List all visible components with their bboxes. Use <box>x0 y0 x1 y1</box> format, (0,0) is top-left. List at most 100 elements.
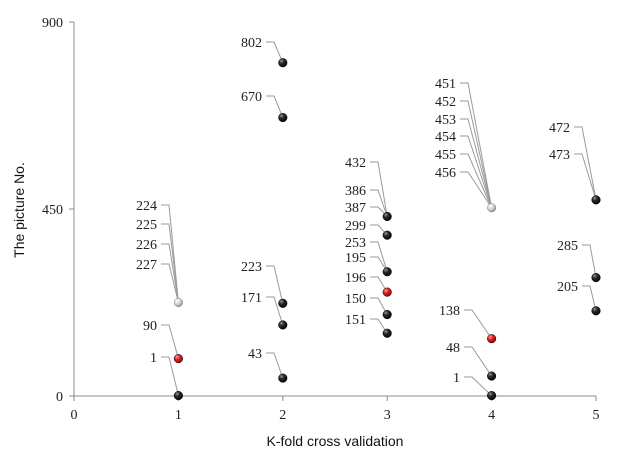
label-leader-line <box>370 224 388 236</box>
x-tick-label: 3 <box>384 408 391 423</box>
point-label: 386 <box>345 184 366 199</box>
data-point <box>382 230 392 240</box>
label-leader-line <box>370 256 388 273</box>
point-label: 171 <box>241 291 262 306</box>
data-point <box>487 391 497 401</box>
x-tick-label: 0 <box>71 408 78 423</box>
label-leader-line <box>582 244 597 278</box>
data-point <box>278 113 288 123</box>
data-point <box>382 267 392 277</box>
point-label: 472 <box>549 121 570 136</box>
label-leader-line <box>370 276 388 293</box>
point-label: 432 <box>345 156 366 171</box>
point-label: 253 <box>345 236 366 251</box>
point-label: 299 <box>345 219 366 234</box>
label-leader-line <box>464 309 493 339</box>
data-point <box>173 297 183 308</box>
point-label: 453 <box>435 113 456 128</box>
data-point <box>278 298 288 308</box>
label-leader-line <box>161 223 179 303</box>
data-point <box>591 306 601 316</box>
y-tick-label: 900 <box>42 16 63 31</box>
label-leaders <box>161 41 597 396</box>
data-point <box>173 354 183 364</box>
y-tick-label: 450 <box>42 203 63 218</box>
label-leader-line <box>582 285 597 311</box>
point-label: 151 <box>345 313 366 328</box>
label-leader-line <box>574 153 597 201</box>
data-point <box>278 58 288 68</box>
label-leader-line <box>266 296 284 326</box>
point-labels: 1 90 224 225 226 227 43 171 223 670 802 151 150 196 25… <box>136 36 578 386</box>
x-tick-label: 2 <box>279 408 286 423</box>
label-leader-line <box>161 324 179 359</box>
label-leader-line <box>460 82 493 208</box>
point-label: 454 <box>435 130 456 145</box>
label-leader-line <box>464 376 492 396</box>
label-leader-line <box>266 265 284 304</box>
point-label: 387 <box>345 201 366 216</box>
point-label: 43 <box>248 347 262 362</box>
x-tick-label: 1 <box>175 408 182 423</box>
label-leader-line <box>161 204 179 303</box>
point-label: 802 <box>241 36 262 51</box>
x-tick-label: 4 <box>488 408 495 423</box>
y-axis-title: The picture No. <box>11 162 27 258</box>
data-point <box>487 371 497 381</box>
point-label: 150 <box>345 292 366 307</box>
label-leader-line <box>370 318 388 334</box>
point-label: 452 <box>435 95 456 110</box>
label-leader-line <box>370 241 388 272</box>
data-point <box>278 320 288 330</box>
point-label: 90 <box>143 319 157 334</box>
point-label: 473 <box>549 148 570 163</box>
x-axis-title: K-fold cross validation <box>267 433 404 449</box>
data-point <box>382 310 392 320</box>
point-label: 195 <box>345 251 366 266</box>
point-label: 226 <box>136 238 157 253</box>
point-label: 225 <box>136 218 157 233</box>
point-label: 196 <box>345 271 366 286</box>
x-tick-label: 5 <box>593 408 600 423</box>
label-leader-line <box>370 297 388 315</box>
label-leader-line <box>464 346 493 377</box>
point-label: 48 <box>446 341 460 356</box>
data-point <box>591 195 601 205</box>
label-leader-line <box>161 243 179 303</box>
point-label: 285 <box>557 239 578 254</box>
label-leader-line <box>460 118 493 208</box>
data-point <box>173 391 183 401</box>
point-label: 1 <box>453 371 460 386</box>
label-leader-line <box>460 135 493 208</box>
point-label: 227 <box>136 258 157 273</box>
point-label: 205 <box>557 280 578 295</box>
label-leader-line <box>460 100 493 208</box>
data-point <box>382 211 392 222</box>
point-label: 224 <box>136 199 157 214</box>
point-label: 455 <box>435 148 456 163</box>
point-label: 138 <box>439 304 460 319</box>
label-leader-line <box>266 41 284 63</box>
point-label: 451 <box>435 77 456 92</box>
data-point <box>487 334 497 344</box>
label-leader-line <box>266 352 284 379</box>
data-point <box>382 287 392 297</box>
label-leader-line <box>370 161 388 217</box>
label-leader-line <box>460 171 493 209</box>
point-label: 223 <box>241 260 262 275</box>
y-tick-label: 0 <box>56 390 63 405</box>
data-point <box>382 328 392 338</box>
label-leader-line <box>161 263 179 303</box>
data-points <box>173 58 601 401</box>
label-leader-line <box>574 126 597 200</box>
data-point <box>591 273 601 283</box>
data-point <box>487 203 497 213</box>
label-leader-line <box>266 95 284 118</box>
label-leader-line <box>460 153 493 208</box>
label-leader-line <box>161 356 179 396</box>
point-label: 1 <box>150 351 157 366</box>
data-point <box>278 373 288 383</box>
point-label: 456 <box>435 166 456 181</box>
